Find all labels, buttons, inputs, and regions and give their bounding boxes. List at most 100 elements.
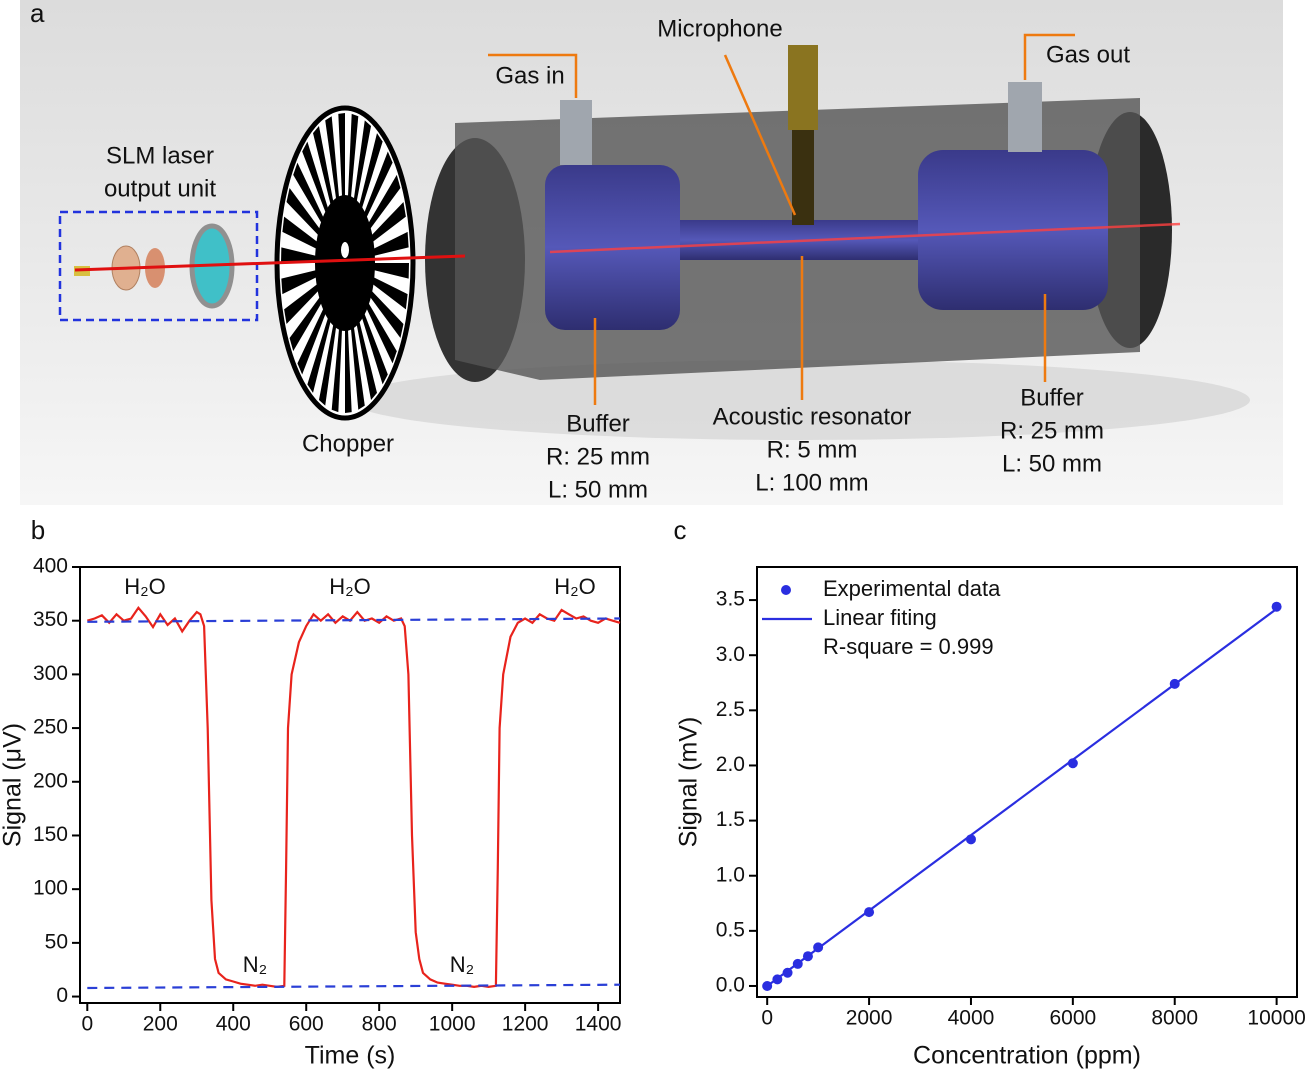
x-tick-label: 200 (143, 1013, 178, 1036)
laser-box (58, 210, 259, 322)
arrows (488, 33, 1075, 405)
chopper-spoke (368, 288, 404, 338)
chopper-hub (315, 195, 375, 331)
plot-frame (756, 566, 1298, 998)
arrow (1023, 33, 1075, 80)
fit-line (766, 608, 1278, 987)
x-tick-label: 800 (362, 1013, 397, 1036)
chopper-spoke (353, 120, 372, 206)
panel-a-render: a (20, 0, 1283, 505)
diagram-label: Gas out (1046, 41, 1130, 68)
x-tick-label: 8000 (1151, 1007, 1198, 1030)
x-axis-title: Concentration (ppm) (913, 1042, 1141, 1070)
x-tick-label: 10000 (1247, 1007, 1305, 1030)
y-tick-label: 0.0 (716, 974, 745, 997)
diagram-label: R: 5 mm (767, 436, 858, 463)
diagram-label: L: 50 mm (1002, 450, 1102, 477)
x-axis-title: Time (s) (305, 1042, 396, 1070)
legend-label: Linear fiting (823, 605, 937, 630)
y-tick-label: 2.5 (716, 698, 745, 721)
chopper-spoke (360, 309, 388, 385)
chopper-spoke (366, 174, 401, 232)
chopper-spoke (345, 325, 352, 413)
chopper-spoke (297, 305, 328, 375)
chopper-spoke (371, 231, 409, 257)
diagram-label: R: 25 mm (1000, 417, 1104, 444)
microphone-stem (792, 130, 814, 225)
diagram-label: R: 25 mm (546, 443, 650, 470)
diagram-label: SLM laser (106, 142, 214, 169)
data-point (1271, 601, 1282, 612)
diagram-label: Buffer (566, 410, 630, 437)
annotation: N₂ (450, 952, 474, 977)
baseline (87, 617, 621, 623)
diagram-label: Gas in (495, 62, 564, 89)
chopper-spokes (281, 113, 409, 413)
chopper-spoke (369, 201, 406, 244)
baseline (87, 983, 621, 990)
diagram-label: L: 100 mm (755, 469, 868, 496)
gas-inlet (560, 100, 592, 165)
panel-label: a (30, 0, 45, 28)
chopper-spoke (313, 125, 335, 209)
y-tick-label: 200 (33, 769, 68, 792)
diagram-label: Buffer (1020, 384, 1084, 411)
chopper-spoke (284, 282, 321, 325)
x-tick-label: 2000 (846, 1007, 893, 1030)
chopper-spoke (281, 269, 319, 295)
y-tick-label: 100 (33, 877, 68, 900)
buffer-cylinder (545, 165, 680, 330)
y-tick-label: 2.0 (716, 753, 745, 776)
annotation: R-square = 0.999 (823, 634, 994, 659)
x-tick-label: 1400 (575, 1013, 622, 1036)
arrow (488, 53, 578, 98)
x-tick-label: 0 (81, 1013, 93, 1036)
shadow (350, 360, 1250, 440)
y-tick-label: 50 (45, 930, 68, 953)
chopper-spoke (286, 188, 322, 238)
y-tick-label: 3.0 (716, 643, 745, 666)
y-tick-label: 3.5 (716, 588, 745, 611)
chopper-spoke (362, 151, 393, 221)
y-tick-label: 350 (33, 608, 68, 631)
panel-label: b (31, 515, 45, 545)
y-tick-label: 0 (56, 984, 68, 1007)
x-tick-label: 1200 (502, 1013, 549, 1036)
y-axis-title: Signal (μV) (0, 723, 27, 847)
chopper-spoke (325, 116, 340, 204)
x-tick-label: 600 (289, 1013, 324, 1036)
x-tick-label: 0 (761, 1007, 773, 1030)
x-tick-label: 4000 (948, 1007, 995, 1030)
arrow (723, 54, 797, 216)
y-axis-title: Signal (mV) (675, 717, 703, 848)
x-tick-label: 400 (216, 1013, 251, 1036)
diagram-label: L: 50 mm (548, 476, 648, 503)
legend-label: Experimental data (823, 576, 1001, 601)
microphone (788, 45, 818, 130)
chopper-spoke (370, 276, 408, 310)
buffer-cylinder (918, 150, 1108, 310)
chopper-spoke (302, 141, 330, 217)
chopper-spoke (289, 294, 324, 352)
y-tick-label: 250 (33, 716, 68, 739)
x-tick-label: 6000 (1049, 1007, 1096, 1030)
plot-frame (79, 566, 621, 1004)
y-tick-label: 400 (33, 555, 68, 578)
chopper-spoke (364, 300, 397, 364)
chopper-spoke (318, 320, 337, 406)
chopper-spoke (282, 216, 320, 250)
laser-beam (74, 254, 466, 272)
panel-label: c (674, 515, 687, 545)
y-tick-label: 0.5 (716, 918, 745, 941)
signal-line (86, 605, 621, 989)
diagram-label: Chopper (302, 430, 394, 457)
chopper-spoke (338, 113, 345, 201)
y-tick-label: 1.5 (716, 808, 745, 831)
laser-beam (549, 222, 1181, 254)
chopper-spoke (347, 113, 359, 202)
y-tick-label: 300 (33, 662, 68, 685)
y-tick-label: 1.0 (716, 863, 745, 886)
chopper-spoke (293, 162, 326, 226)
chopper-spoke (355, 317, 377, 401)
annotation: H₂O (124, 574, 166, 599)
